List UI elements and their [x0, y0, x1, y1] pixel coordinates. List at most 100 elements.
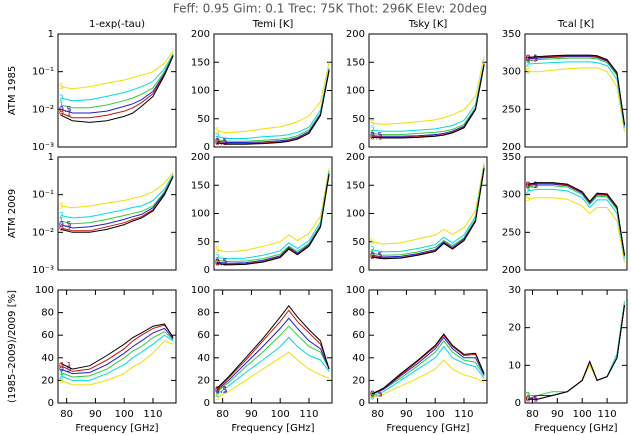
plot-frame — [524, 33, 628, 148]
y-tick-label: 150 — [191, 57, 210, 68]
curve — [216, 309, 330, 390]
curve — [371, 168, 485, 259]
y-tick-label: 20 — [197, 375, 210, 386]
y-tick-label: 80 — [352, 308, 365, 319]
curve — [216, 336, 330, 395]
y-tick-label: 60 — [41, 330, 54, 341]
y-tick-label: 200 — [346, 29, 365, 40]
x-tick-label: 110 — [454, 409, 473, 420]
y-axis-label: ATM 2009 — [7, 189, 18, 238]
y-tick-label: 10⁻² — [32, 227, 54, 238]
plot-frame — [524, 289, 628, 404]
x-tick-label: 110 — [143, 409, 162, 420]
y-tick-label: 200 — [502, 265, 521, 276]
curve — [371, 165, 485, 253]
curve — [60, 53, 174, 102]
y-tick-label: 10⁻³ — [32, 142, 54, 153]
curve — [527, 197, 625, 263]
curve — [60, 340, 174, 386]
y-axis-label: ATM 1985 — [7, 66, 18, 115]
y-tick-label: 100 — [191, 285, 210, 296]
curve — [371, 359, 485, 398]
curve-label: 1 — [525, 183, 530, 192]
y-tick-label: 50 — [352, 114, 365, 125]
curve — [216, 317, 330, 391]
y-tick-label: 0 — [359, 142, 365, 153]
curve-label: 1 — [215, 387, 220, 396]
panel-title: Tsky [K] — [408, 19, 448, 30]
curve — [371, 333, 485, 395]
curve — [216, 325, 330, 393]
curve — [216, 172, 330, 263]
panel-title: 1-exp(-tau) — [89, 19, 145, 30]
curve-label: 0.5 — [215, 258, 228, 267]
x-tick-label: 80 — [526, 409, 539, 420]
y-tick-label: 10⁻¹ — [32, 190, 54, 201]
curve — [60, 175, 174, 229]
curve — [527, 54, 625, 125]
x-tick-label: 100 — [573, 409, 592, 420]
x-tick-label: 90 — [400, 409, 413, 420]
y-tick-label: 100 — [35, 285, 54, 296]
curve — [371, 168, 485, 260]
curve-label: 5 — [525, 67, 530, 76]
x-axis-label: Frequency [GHz] — [75, 423, 158, 434]
curve-label: 5 — [525, 194, 530, 203]
x-tick-label: 110 — [299, 409, 318, 420]
curve-label: 0.5 — [59, 365, 72, 374]
curve — [216, 351, 330, 398]
y-tick-label: 100 — [346, 86, 365, 97]
curve — [216, 62, 330, 134]
y-tick-label: 200 — [191, 152, 210, 163]
curve — [216, 68, 330, 142]
panel-title: Tcal [K] — [557, 19, 594, 30]
curve — [371, 65, 485, 139]
y-tick-label: 300 — [502, 190, 521, 201]
curve-label: 0.1 — [370, 389, 383, 398]
curve — [216, 69, 330, 143]
curve — [527, 57, 625, 126]
y-tick-label: 100 — [191, 209, 210, 220]
y-tick-label: 80 — [41, 308, 54, 319]
curve — [371, 336, 485, 395]
curve — [527, 185, 625, 257]
curve-label: 0.1 — [59, 224, 72, 233]
y-tick-label: 300 — [502, 67, 521, 78]
curve-label: 5 — [215, 393, 220, 402]
y-tick-label: 200 — [191, 29, 210, 40]
curve — [60, 171, 174, 209]
x-tick-label: 100 — [115, 409, 134, 420]
x-tick-label: 90 — [551, 409, 564, 420]
panel-title: Temi [K] — [252, 19, 294, 30]
curve-label: 2 — [215, 253, 220, 262]
curve — [216, 67, 330, 139]
curve-label: 0.1 — [370, 252, 383, 261]
curve-label: 2 — [59, 93, 64, 102]
y-tick-label: 60 — [352, 330, 365, 341]
y-tick-label: 350 — [502, 29, 521, 40]
curve-label: 1 — [525, 391, 530, 400]
curve-label: 5 — [370, 237, 375, 246]
curve — [60, 175, 174, 225]
curve-label: 0.1 — [59, 108, 72, 117]
curve-label: 0.5 — [215, 386, 228, 395]
y-tick-label: 0 — [48, 398, 54, 409]
curve — [527, 305, 625, 400]
curve-label: 2 — [525, 186, 530, 195]
curve-label: 2 — [59, 211, 64, 220]
y-tick-label: 0 — [359, 265, 365, 276]
curve-label: 5 — [59, 202, 64, 211]
y-tick-label: 10⁻¹ — [32, 67, 54, 78]
curve — [371, 345, 485, 397]
y-tick-label: 150 — [346, 180, 365, 191]
y-tick-label: 150 — [191, 180, 210, 191]
curve — [60, 324, 174, 372]
y-tick-label: 40 — [41, 353, 54, 364]
plot-frame — [57, 156, 177, 271]
x-axis-label: Frequency [GHz] — [386, 423, 469, 434]
plot-frame — [213, 33, 333, 148]
y-tick-label: 100 — [346, 209, 365, 220]
curve — [60, 55, 174, 119]
curve — [216, 173, 330, 264]
curve — [60, 334, 174, 381]
